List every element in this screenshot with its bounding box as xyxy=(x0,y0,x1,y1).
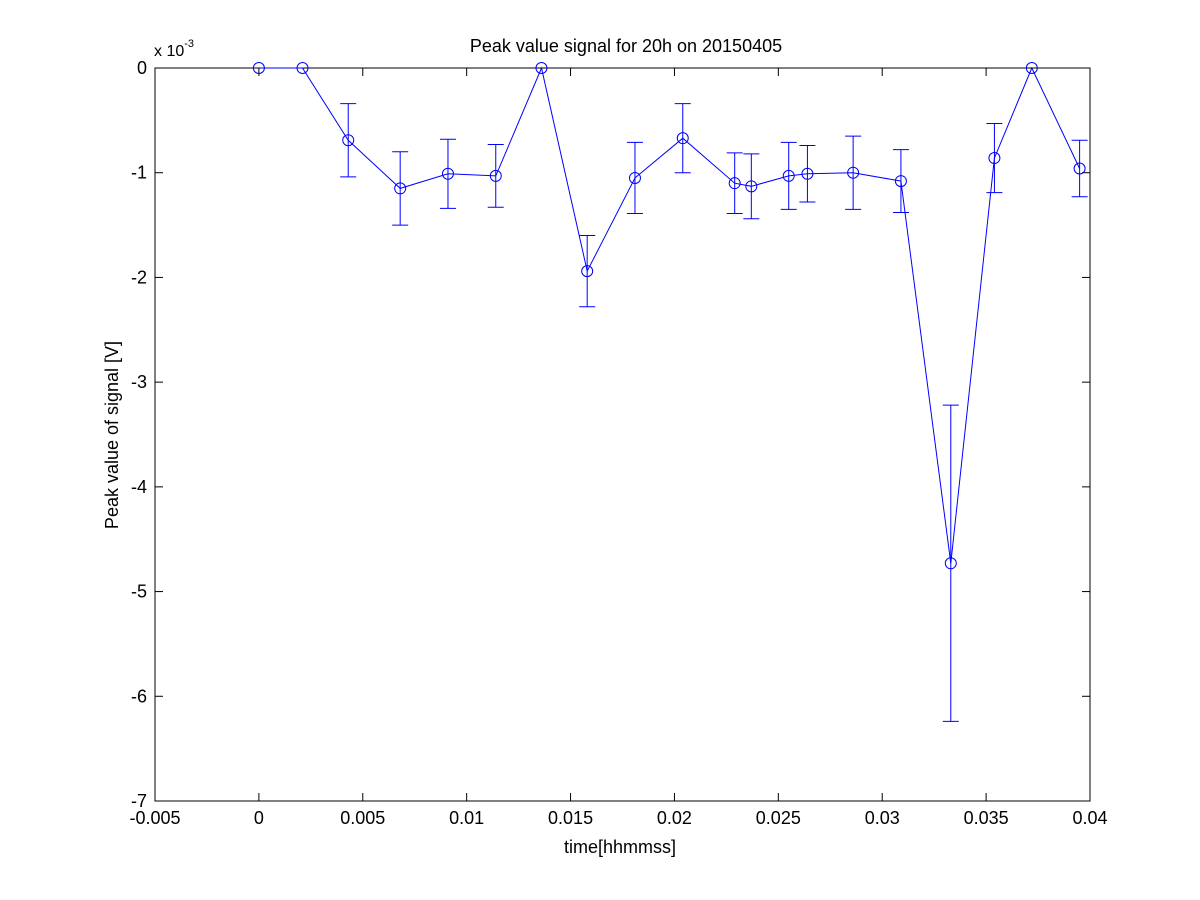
y-exponent-base: x 10 xyxy=(154,43,184,60)
data-point xyxy=(441,167,454,180)
y-exponent-label: x 10-3 xyxy=(154,38,194,60)
data-point xyxy=(847,166,860,179)
series-line xyxy=(258,66,1081,564)
data-point xyxy=(1073,162,1086,175)
chart-title: Peak value signal for 20h on 20150405 xyxy=(470,36,782,56)
data-point xyxy=(782,169,795,182)
plot-area-border xyxy=(154,67,1091,802)
x-axis-label: time[hhmmss] xyxy=(564,837,676,857)
y-tick-label: -3 xyxy=(131,372,147,392)
y-tick-label: -7 xyxy=(131,791,147,811)
y-tick-label: -4 xyxy=(131,477,147,497)
x-tick-label: 0.005 xyxy=(340,808,385,828)
x-tick-label: 0 xyxy=(254,808,264,828)
data-point xyxy=(628,171,641,184)
data-point xyxy=(728,177,741,190)
y-tick-label: 0 xyxy=(137,58,147,78)
y-exponent-power: -3 xyxy=(184,38,194,50)
data-point xyxy=(1025,62,1038,74)
series xyxy=(252,62,1088,722)
data-point xyxy=(676,132,689,145)
data-point xyxy=(988,152,1001,165)
data-point xyxy=(394,182,407,195)
data-point xyxy=(944,557,957,570)
plot-frame xyxy=(154,67,1091,802)
data-point xyxy=(489,169,502,182)
x-tick-label: 0.015 xyxy=(548,808,593,828)
x-tick-label: 0.02 xyxy=(657,808,692,828)
data-point xyxy=(342,134,355,147)
y-tick-label: -1 xyxy=(131,163,147,183)
x-tick-label: 0.03 xyxy=(865,808,900,828)
x-axis: -0.005 0 0.005 0.01 0.015 0.02 0.025 0.03 0.035 0… xyxy=(129,68,1108,828)
x-tick-label: 0.04 xyxy=(1072,808,1107,828)
data-point xyxy=(581,265,594,278)
data-point xyxy=(801,167,814,180)
y-tick-label: -5 xyxy=(131,582,147,602)
y-tick-label: -2 xyxy=(131,267,147,287)
x-tick-label: 0.01 xyxy=(449,808,484,828)
y-axis-label: Peak value of signal [V] xyxy=(102,341,122,529)
data-point xyxy=(252,62,265,74)
x-tick-label: 0.025 xyxy=(756,808,801,828)
x-tick-label: 0.035 xyxy=(964,808,1009,828)
y-tick-label: -6 xyxy=(131,686,147,706)
data-point xyxy=(535,62,548,74)
data-point xyxy=(296,62,309,74)
data-point xyxy=(894,175,907,188)
y-axis: 0 -1 -2 -3 -4 -5 -6 -7 xyxy=(131,58,1090,811)
x-tick-label: -0.005 xyxy=(129,808,180,828)
data-point xyxy=(745,180,758,193)
